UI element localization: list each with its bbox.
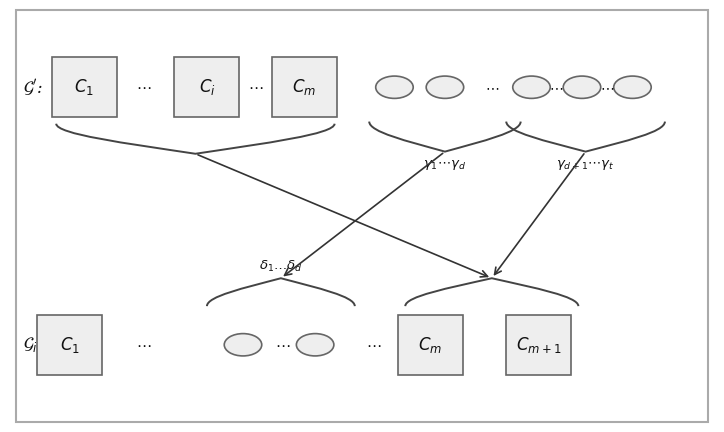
Text: $\cdots$: $\cdots$	[549, 80, 563, 94]
FancyBboxPatch shape	[398, 315, 463, 375]
Ellipse shape	[296, 334, 334, 356]
Text: $\delta_1 \ldots \delta_d$: $\delta_1 \ldots \delta_d$	[259, 259, 303, 274]
Ellipse shape	[376, 76, 413, 98]
Text: $C_{m+1}$: $C_{m+1}$	[516, 335, 562, 355]
FancyBboxPatch shape	[506, 315, 571, 375]
Text: $\gamma_1 \cdots \gamma_d$: $\gamma_1 \cdots \gamma_d$	[424, 158, 466, 172]
Text: $\cdots$: $\cdots$	[484, 80, 499, 94]
FancyBboxPatch shape	[52, 57, 117, 117]
Ellipse shape	[513, 76, 550, 98]
Ellipse shape	[426, 76, 463, 98]
Text: $C_m$: $C_m$	[418, 335, 442, 355]
FancyBboxPatch shape	[174, 57, 240, 117]
Text: $\cdots$: $\cdots$	[275, 338, 290, 352]
FancyBboxPatch shape	[272, 57, 337, 117]
Text: $\cdots$: $\cdots$	[136, 80, 152, 94]
Ellipse shape	[224, 334, 262, 356]
Ellipse shape	[614, 76, 651, 98]
Text: $C_i$: $C_i$	[198, 77, 215, 97]
Text: $\mathcal{G}'$:: $\mathcal{G}'$:	[23, 77, 43, 98]
Text: $\cdots$: $\cdots$	[248, 80, 264, 94]
Text: $\gamma_{d+1} \cdots \gamma_t$: $\gamma_{d+1} \cdots \gamma_t$	[557, 158, 615, 172]
Text: $C_m$: $C_m$	[292, 77, 316, 97]
Ellipse shape	[563, 76, 601, 98]
Text: $\cdots$: $\cdots$	[136, 338, 152, 352]
Text: $C_1$: $C_1$	[60, 335, 80, 355]
FancyBboxPatch shape	[38, 315, 102, 375]
Text: $\cdots$: $\cdots$	[600, 80, 615, 94]
Text: $C_1$: $C_1$	[75, 77, 94, 97]
Text: $\mathcal{G}_i$:: $\mathcal{G}_i$:	[23, 335, 43, 354]
Text: $\cdots$: $\cdots$	[366, 338, 382, 352]
